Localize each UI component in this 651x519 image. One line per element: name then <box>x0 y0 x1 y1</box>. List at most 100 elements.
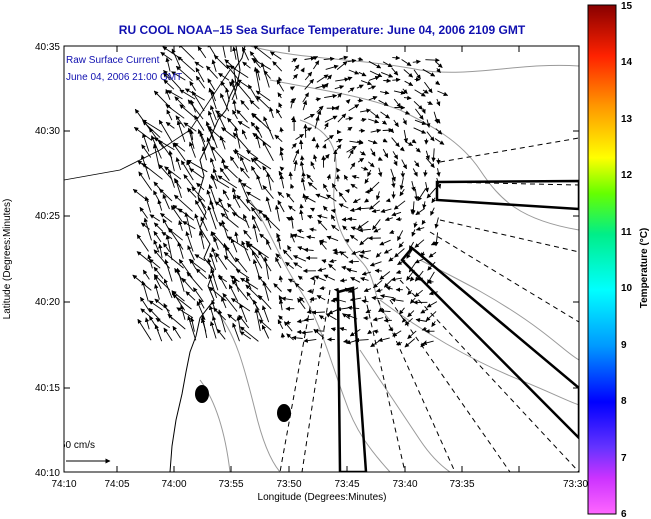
current-vector <box>274 204 280 222</box>
current-vector <box>337 92 342 98</box>
x-tick-label: 73:40 <box>392 479 417 490</box>
y-tick-label: 40:35 <box>35 42 60 53</box>
current-vector <box>200 315 208 339</box>
current-vector <box>190 317 195 332</box>
current-vector <box>425 150 430 161</box>
current-vector <box>417 188 426 202</box>
current-vector <box>411 180 416 192</box>
current-vector <box>422 201 427 209</box>
current-vector <box>295 133 304 140</box>
current-vector <box>415 147 421 153</box>
current-vector <box>315 193 328 200</box>
current-vector <box>413 127 427 134</box>
current-vector <box>163 69 182 90</box>
x-tick-label: 73:50 <box>276 479 301 490</box>
current-vector <box>306 234 316 240</box>
current-vector <box>380 293 395 299</box>
current-vector <box>375 288 383 293</box>
current-vector <box>174 178 182 199</box>
current-vector <box>389 229 395 234</box>
current-vector <box>163 327 173 342</box>
current-vector <box>360 108 371 113</box>
current-vector <box>414 289 423 298</box>
current-vector <box>364 198 370 203</box>
current-vector <box>236 79 250 89</box>
current-vector <box>230 238 238 253</box>
current-vector <box>404 338 416 348</box>
current-vector <box>435 118 441 124</box>
y-tick-label: 40:20 <box>35 297 60 308</box>
current-vector <box>292 73 298 80</box>
current-vector <box>392 55 401 61</box>
current-vector <box>372 219 381 231</box>
current-vector <box>143 217 152 241</box>
current-vector <box>194 115 205 131</box>
current-vector <box>158 164 173 180</box>
current-vector <box>288 205 296 212</box>
current-vector <box>370 340 380 348</box>
current-vector <box>186 187 197 198</box>
current-vector <box>350 183 358 189</box>
current-vector <box>370 128 382 134</box>
current-vector <box>334 105 340 111</box>
radar-range-lines <box>279 137 579 472</box>
current-vector <box>304 71 313 81</box>
current-vector <box>406 269 415 281</box>
current-vector <box>297 275 303 281</box>
current-vector <box>176 120 186 143</box>
current-vector <box>368 75 380 81</box>
current-vector <box>339 326 347 332</box>
current-vector <box>380 90 390 95</box>
current-vector <box>188 259 207 273</box>
current-vector <box>260 62 270 88</box>
current-vector <box>373 279 383 289</box>
current-vector <box>207 78 216 91</box>
current-vector <box>220 93 230 112</box>
current-vector <box>277 200 285 213</box>
current-vector <box>317 219 328 231</box>
current-vector <box>307 214 313 220</box>
current-vector <box>390 277 402 282</box>
current-vector <box>293 159 298 171</box>
current-vector <box>206 189 215 210</box>
current-vector <box>322 183 329 193</box>
current-vector <box>287 245 292 252</box>
current-vector <box>291 335 303 341</box>
current-vector <box>189 168 204 179</box>
radar-site-marker <box>277 404 291 422</box>
current-vector <box>216 328 226 340</box>
current-vector <box>360 277 369 282</box>
x-tick-label: 73:30 <box>563 479 588 490</box>
current-vector <box>263 116 274 140</box>
current-vector <box>358 227 371 233</box>
current-vector <box>249 99 260 110</box>
current-vector <box>415 208 426 216</box>
current-vector <box>251 112 272 132</box>
current-vector <box>250 157 262 170</box>
current-vector <box>236 194 251 212</box>
current-vector <box>402 88 408 94</box>
current-vector <box>183 174 196 190</box>
current-vector <box>398 241 404 248</box>
current-vector <box>263 256 270 280</box>
current-vector <box>153 274 170 291</box>
current-vector <box>335 77 350 82</box>
colorbar-tick-label: 9 <box>621 340 627 351</box>
current-vector <box>415 226 425 231</box>
current-vector <box>167 90 183 100</box>
current-vector <box>240 99 250 110</box>
current-vector <box>309 227 317 232</box>
current-vector <box>261 305 270 323</box>
current-vector <box>369 261 382 267</box>
current-vector <box>241 46 250 61</box>
current-vector <box>171 71 186 81</box>
current-vector <box>142 269 150 280</box>
current-vector <box>162 193 170 210</box>
current-vector <box>167 313 186 330</box>
current-vector <box>177 241 184 259</box>
current-vector <box>334 85 345 90</box>
current-vector <box>399 146 405 152</box>
current-vector <box>344 238 350 244</box>
current-vector <box>339 55 349 61</box>
current-vector <box>401 317 407 323</box>
